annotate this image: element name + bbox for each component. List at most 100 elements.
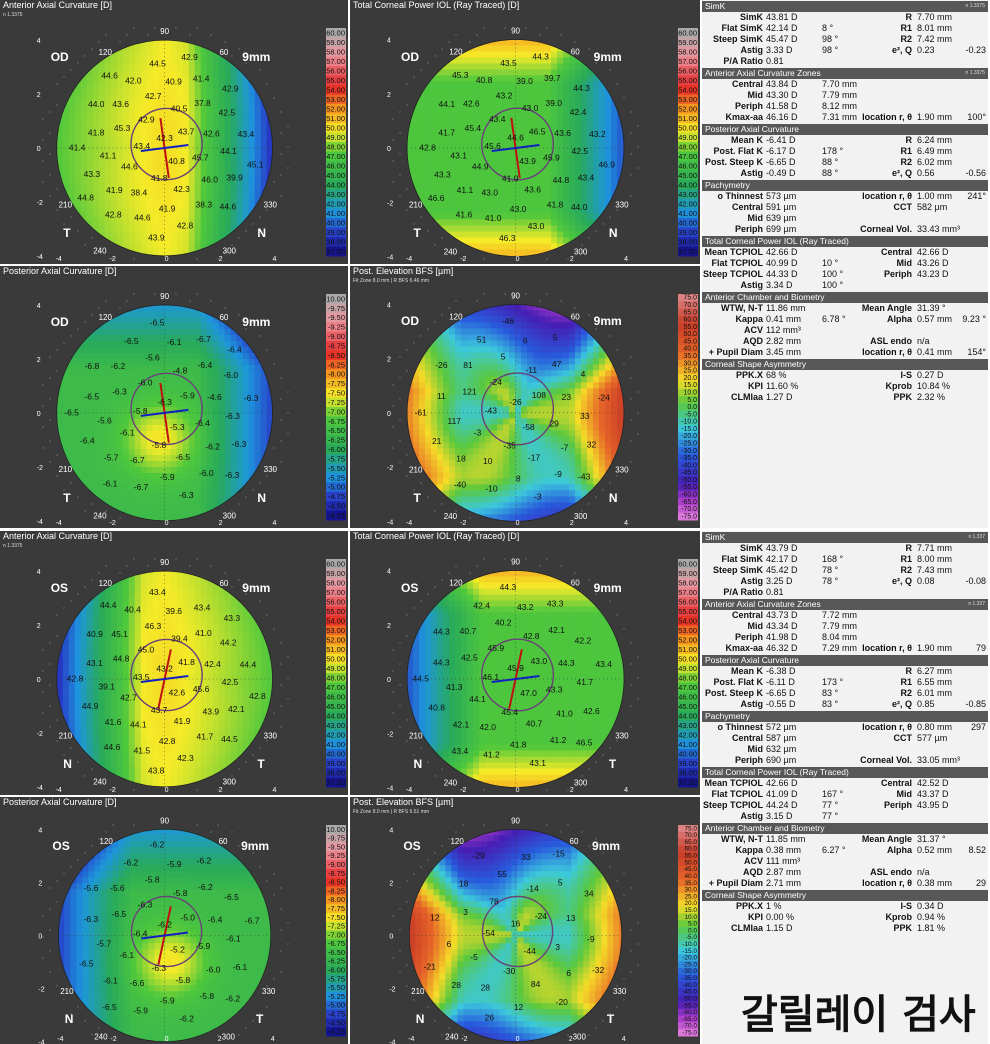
scale-label: 55.0	[684, 853, 697, 860]
zone-diameter-label: 9mm	[593, 49, 622, 64]
scale-swatch	[326, 749, 346, 759]
pupil-circle	[130, 372, 203, 446]
scale-swatch	[678, 218, 698, 228]
scale-swatch	[678, 461, 698, 470]
stats-row: Periph 699 µm Corneal Vol. 33.43 mm³	[702, 224, 988, 235]
topography-map: 44.6 43.9 45.6 46.5 41.9 43.4 45.9 44.9 43.0 43.6…	[387, 27, 698, 263]
scale-swatch	[326, 877, 346, 888]
stat-label: Central	[731, 610, 763, 620]
scale-swatch	[678, 758, 698, 769]
stat-value: 45.42 D	[766, 565, 798, 575]
map-value: -6.5	[224, 892, 239, 902]
eye-label: OD	[401, 49, 420, 64]
angle-tick-label: 120	[99, 48, 113, 57]
scale-label: 37.00	[326, 778, 345, 787]
y-axis-tick: -4	[37, 785, 43, 792]
x-axis-tick: -2	[460, 520, 466, 527]
scale-label: 10.0	[684, 389, 698, 396]
stat-label: Astig	[740, 45, 764, 55]
angle-tick-label: 120	[100, 837, 114, 846]
map-value: 40.9	[86, 629, 103, 639]
stat-label: Flat TCPIOL	[711, 258, 764, 268]
map-value: 42.5	[461, 652, 478, 662]
angle-tick-label: 90	[511, 27, 520, 36]
map-panel-os-anterior-axial[interactable]: 43.2 42.6 43.5 41.8 43.7 45.0 45.6 42.7 39.4 41.9…	[0, 531, 348, 795]
stat-value: 297	[970, 722, 986, 732]
map-value: 42.3	[173, 184, 190, 194]
stats-row: CLMIaa 1.15 D PPK 1.81 %	[702, 923, 988, 934]
map-value: 43.2	[156, 664, 173, 674]
stat-value: 582 µm	[917, 202, 948, 212]
scale-swatch	[326, 208, 346, 219]
map-value: 10	[483, 456, 493, 466]
scale-swatch	[678, 927, 698, 935]
scale-swatch	[326, 37, 346, 48]
eye-label: OS	[52, 839, 70, 854]
orientation-right-label: N	[257, 225, 267, 240]
map-panel-od-anterior-axial[interactable]: 42.3 40.8 43.4 43.7 41.8 42.9 45.7 44.6 40.5 42.3…	[0, 0, 348, 264]
stat-label: Mid	[747, 744, 764, 754]
stat-label: PPK	[893, 392, 912, 402]
map-value: 41.8	[547, 200, 564, 210]
map-panel-os-total-corneal-power[interactable]: 45.9 47.0 46.1 43.0 45.4 45.9 43.3 44.1 42.8 40.7…	[350, 531, 700, 795]
map-panel-od-posterior-elevation[interactable]: -26 -58 -43 108 -35 -24 29 -3 -11 -17 121 23 10 5 -7 11…	[350, 266, 700, 528]
map-panel-od-total-corneal-power[interactable]: 44.6 43.9 45.6 46.5 41.9 43.4 45.9 44.9 43.0 43.6…	[350, 0, 700, 264]
map-value: 42.9	[222, 83, 239, 93]
stat-value: 7.79 mm	[822, 90, 858, 100]
map-value: 42.8	[105, 209, 122, 219]
map-panel-os-posterior-axial[interactable]: -6.2 -5.2 -6.4 -5.0 -6.3 -6.3 -5.9 -6.1 -5.8 -5.8…	[0, 797, 348, 1044]
stats-row: Astig 3.15 D 77 °	[702, 811, 988, 822]
stat-value: 8.52	[968, 845, 986, 855]
map-value: -5.9	[160, 472, 175, 482]
map-title: Posterior Axial Curvature [D]	[3, 797, 117, 807]
scale-swatch	[678, 94, 698, 105]
stat-label: + Pupil Diam	[708, 878, 763, 888]
scale-swatch	[678, 559, 698, 569]
map-value: -6.3	[152, 963, 167, 973]
scale-label: 49.00	[678, 133, 697, 142]
stat-value: 100 °	[822, 269, 844, 279]
stats-row: Flat TCPIOL 41.09 D 167 ° Mid 43.37 D	[702, 789, 988, 800]
x-axis-tick: 4	[624, 520, 628, 527]
angle-tick-label: 330	[615, 201, 629, 210]
map-value: 26	[485, 1013, 495, 1023]
angle-tick-label: 330	[615, 732, 629, 741]
map-panel-od-posterior-axial[interactable]: -6.3 -5.3 -5.8 -5.9 -5.8 -6.0 -6.4 -6.1 -4.8 -6.5…	[0, 266, 348, 528]
y-axis-tick: -2	[37, 731, 43, 738]
scale-label: -6.00	[328, 966, 345, 975]
stat-label: Kprob	[885, 912, 913, 922]
x-axis-tick: -2	[110, 787, 116, 794]
stat-value: 8.01 mm	[917, 23, 953, 33]
eye-label: OD	[401, 314, 420, 329]
angle-tick-label: 240	[444, 512, 458, 521]
scale-label: 20.0	[684, 375, 698, 382]
scale-label: 56.00	[678, 597, 697, 606]
scale-swatch	[326, 28, 346, 38]
scale-swatch	[678, 906, 698, 914]
map-value: 43.4	[578, 172, 595, 182]
map-value: 13	[566, 913, 576, 923]
map-value: 40.9	[165, 76, 182, 86]
scale-label: 54.00	[326, 85, 345, 94]
y-axis-tick: 0	[389, 933, 393, 940]
map-value: 16	[511, 918, 521, 928]
map-value: 44.6	[121, 161, 138, 171]
scale-label: 58.00	[678, 47, 697, 56]
map-value: 33	[521, 852, 531, 862]
map-value: -6.2	[150, 839, 165, 849]
angle-tick-label: 210	[60, 987, 74, 996]
stat-label: SimK	[739, 12, 763, 22]
scale-swatch	[326, 416, 346, 427]
stat-value: 43.73 D	[766, 610, 798, 620]
stats-row: ACV 112 mm³	[702, 325, 988, 336]
scale-swatch	[326, 454, 346, 464]
stat-value: 154°	[967, 347, 986, 357]
map-panel-os-posterior-elevation[interactable]: 16 -44 -54 -24 -30 78 3 -5 -14 84 3 13 28 55 6 6 5 12 18 -9…	[350, 797, 700, 1044]
scale-swatch	[678, 644, 698, 655]
scale-label: -7.50	[328, 389, 345, 398]
pupil-circle	[481, 372, 555, 446]
scale-swatch	[678, 578, 698, 588]
scale-label: 40.0	[684, 346, 698, 353]
flat-meridian-marker	[141, 931, 189, 940]
y-axis-tick: 0	[387, 146, 391, 153]
